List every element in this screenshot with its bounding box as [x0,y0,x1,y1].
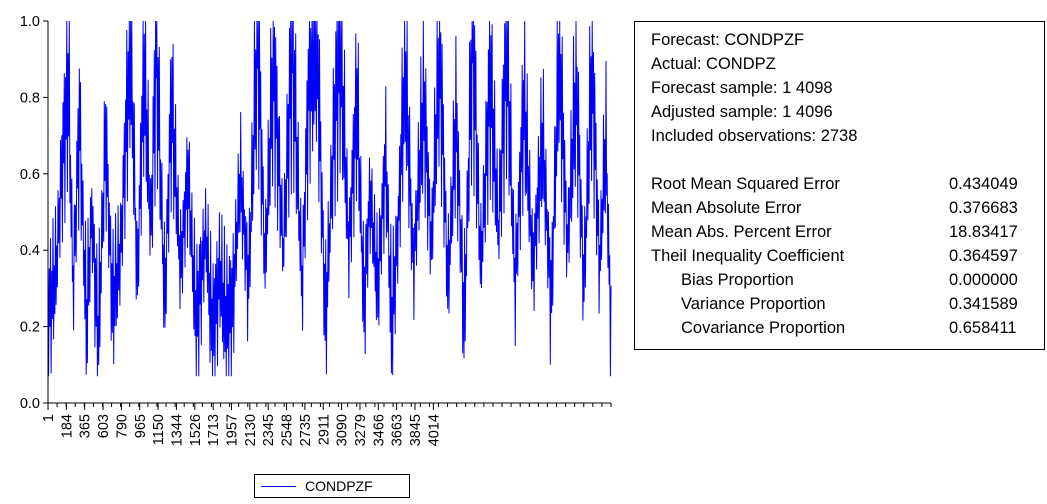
x-tick-label: 790 [114,414,130,438]
y-tick-label: 0.0 [20,396,40,412]
legend-series-label: CONDPZF [305,478,373,494]
x-tick-label: 3845 [408,414,424,446]
x-tick-label: 184 [59,414,75,438]
x-tick-label: 4014 [426,414,442,446]
x-tick-label: 3663 [390,414,406,446]
y-tick-label: 0.4 [20,243,40,259]
x-tick-label: 2735 [298,414,314,446]
x-tick-label: 3090 [335,414,351,446]
x-tick-label: 2548 [280,414,296,446]
theil-label: Theil Inequality Coefficient [651,247,845,265]
forecast-stats-panel: Forecast: CONDPZF Actual: CONDPZ Forecas… [634,21,1045,350]
y-tick-label: 0.8 [20,90,40,106]
mae-label: Mean Absolute Error [651,199,802,217]
chart-legend: CONDPZF [254,474,410,498]
stats-adjusted-sample-line: Adjusted sample: 1 4096 [651,103,833,121]
y-tick-label: 0.2 [20,320,40,336]
x-tick-label: 965 [133,414,149,438]
x-tick-label: 2911 [316,414,332,445]
stats-observations-line: Included observations: 2738 [651,127,858,145]
x-tick-label: 1957 [225,414,241,446]
x-tick-label: 3279 [353,414,369,446]
series-line-condpzf [47,20,612,377]
x-tick-label: 1526 [188,414,204,446]
x-tick-label: 1344 [169,414,185,446]
bias-proportion-value: 0.000000 [949,271,1018,289]
y-axis-ticks: 0.0 0.2 0.4 0.6 0.8 1.0 [20,14,48,412]
variance-proportion-label: Variance Proportion [681,295,826,313]
rmse-value: 0.434049 [949,175,1018,193]
y-tick-label: 1.0 [20,14,40,30]
x-tick-label: 365 [78,414,94,438]
rmse-label: Root Mean Squared Error [651,175,840,193]
mape-label: Mean Abs. Percent Error [651,223,832,241]
x-tick-label: 1150 [151,414,167,445]
theil-value: 0.364597 [949,247,1018,265]
x-tick-label: 2130 [243,414,259,446]
x-axis-ticks: 1 184 365 603 790 965 1150 1344 1526 1713 1957 2130… [41,403,612,446]
x-tick-label: 3466 [371,414,387,446]
mape-value: 18.83417 [949,223,1018,241]
x-tick-label: 603 [96,414,112,438]
stats-forecast-sample-line: Forecast sample: 1 4098 [651,79,833,97]
covariance-proportion-label: Covariance Proportion [681,319,846,337]
x-tick-label: 1713 [206,414,222,446]
stats-forecast-line: Forecast: CONDPZF [651,31,805,49]
legend-line-swatch [261,486,296,487]
bias-proportion-label: Bias Proportion [681,271,794,289]
x-tick-label: 1 [41,414,57,422]
variance-proportion-value: 0.341589 [949,295,1018,313]
covariance-proportion-value: 0.658411 [949,319,1017,337]
x-tick-label: 2345 [261,414,277,446]
mae-value: 0.376683 [949,199,1018,217]
y-tick-label: 0.6 [20,167,40,183]
plot-series-group [47,20,612,377]
stats-actual-line: Actual: CONDPZ [651,55,776,73]
